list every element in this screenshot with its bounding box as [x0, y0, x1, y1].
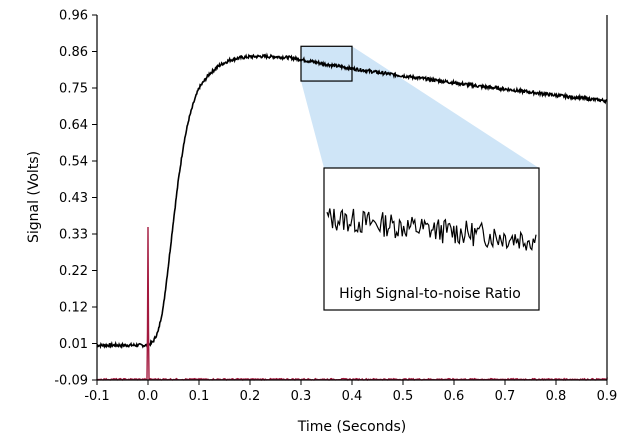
- y-tick-label: 0.01: [59, 337, 88, 352]
- y-tick-label: 0.96: [59, 9, 88, 24]
- y-tick-label: 0.75: [59, 82, 88, 97]
- x-tick-label: 0.9: [597, 389, 618, 404]
- inset-zoomed-trace: [326, 208, 537, 251]
- y-tick-label: 0.33: [59, 228, 88, 243]
- x-tick-label: 0.6: [444, 389, 465, 404]
- x-axis-title: Time (Seconds): [297, 419, 406, 435]
- x-tick-label: 0.3: [291, 389, 312, 404]
- y-tick-label: 0.64: [59, 118, 88, 133]
- zoom-box: [300, 45, 353, 82]
- zoom-fill: [301, 46, 352, 82]
- x-tick-label: 0.7: [495, 389, 516, 404]
- x-tick-label: 0.1: [189, 389, 210, 404]
- zoom-inset: High Signal-to-noise Ratio: [323, 167, 540, 311]
- x-tick-label: 0.0: [138, 389, 159, 404]
- y-tick-label: 0.12: [59, 301, 88, 316]
- y-tick-label: 0.54: [59, 155, 88, 170]
- axes: -0.1 0.0 0.1 0.2 0.3 0.4 0.5 0.6 0.7 0.8 0.9 -0.09 0…: [54, 9, 617, 405]
- inset-caption: High Signal-to-noise Ratio: [339, 286, 521, 302]
- y-tick-label: 0.86: [59, 45, 88, 60]
- y-tick-label: 0.22: [59, 264, 88, 279]
- x-tick-label: 0.8: [546, 389, 567, 404]
- y-tick-label: 0.43: [59, 191, 88, 206]
- x-tick-label: -0.1: [84, 389, 109, 404]
- x-tick-label: 0.5: [393, 389, 414, 404]
- y-axis-title: Signal (Volts): [26, 151, 42, 243]
- y-tick-label: -0.09: [54, 374, 88, 389]
- x-tick-label: 0.4: [342, 389, 363, 404]
- x-tick-label: 0.2: [240, 389, 261, 404]
